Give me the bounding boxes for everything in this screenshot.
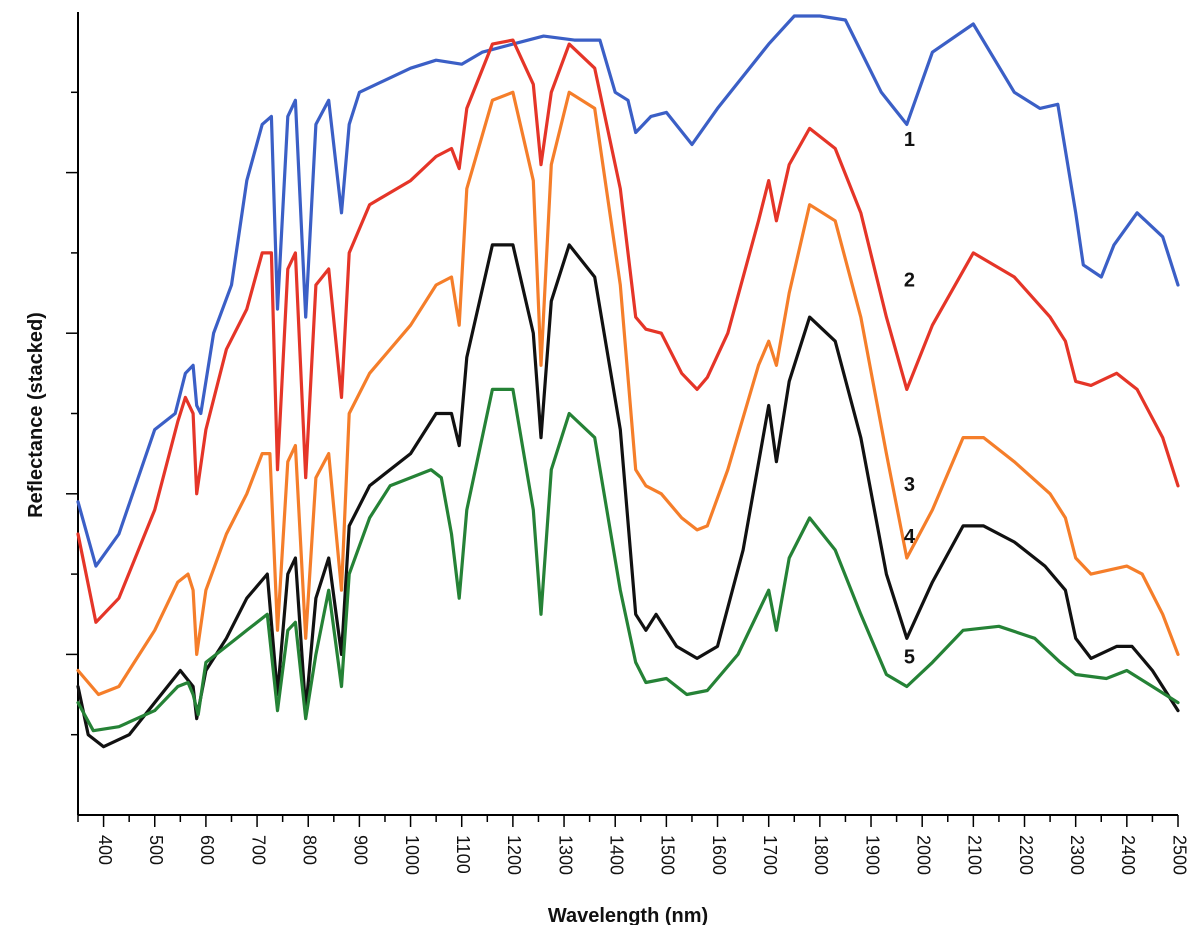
x-tick-label: 2500 — [1169, 835, 1189, 875]
y-ticks — [66, 91, 78, 736]
x-tick-label: 900 — [351, 835, 371, 865]
axes: 400 500 600 700 800 900 1000 1100 1200 1300 1400 15… — [66, 12, 1189, 875]
x-tick-label: 1700 — [760, 835, 780, 875]
series-label-1: 1 — [904, 129, 915, 151]
series-line-4 — [76, 243, 1180, 749]
x-tick-label: 1300 — [555, 835, 575, 875]
series-label-3: 3 — [904, 474, 915, 496]
x-tick-label: 2200 — [1016, 835, 1036, 875]
x-tick-label: 1600 — [709, 835, 729, 875]
series-label-2: 2 — [904, 269, 915, 291]
series-line-1 — [76, 14, 1180, 568]
series-labels: 1 2 3 4 5 — [904, 129, 916, 669]
x-tick-label: 2100 — [965, 835, 985, 875]
x-tick-label: 400 — [95, 835, 115, 865]
x-tick-label: 1400 — [606, 835, 626, 875]
x-tick-label: 800 — [299, 835, 319, 865]
series-line-5 — [76, 387, 1180, 733]
x-tick-label: 2400 — [1118, 835, 1138, 875]
y-axis-title: Reflectance (stacked) — [25, 312, 47, 518]
series-label-5: 5 — [904, 647, 915, 669]
x-tick-label: 1900 — [862, 835, 882, 875]
x-tick-label: 600 — [197, 835, 217, 865]
x-tick-label: 2300 — [1067, 835, 1087, 875]
x-tick-label: 1000 — [402, 835, 422, 875]
x-tick-label: 1500 — [658, 835, 678, 875]
series-line-2 — [76, 38, 1180, 624]
x-tick-label: 1800 — [811, 835, 831, 875]
x-tick-label: 1100 — [453, 835, 473, 874]
x-axis-title: Wavelength (nm) — [548, 905, 708, 925]
x-tick-label: 1200 — [504, 835, 524, 875]
x-ticks: 400 500 600 700 800 900 1000 1100 1200 1300 1400 15… — [77, 815, 1189, 875]
x-tick-label: 2000 — [913, 835, 933, 875]
series-group — [76, 14, 1180, 749]
series-line-3 — [76, 90, 1180, 697]
series-label-4: 4 — [904, 526, 916, 548]
x-tick-label: 500 — [146, 835, 166, 865]
x-tick-label: 700 — [248, 835, 268, 865]
